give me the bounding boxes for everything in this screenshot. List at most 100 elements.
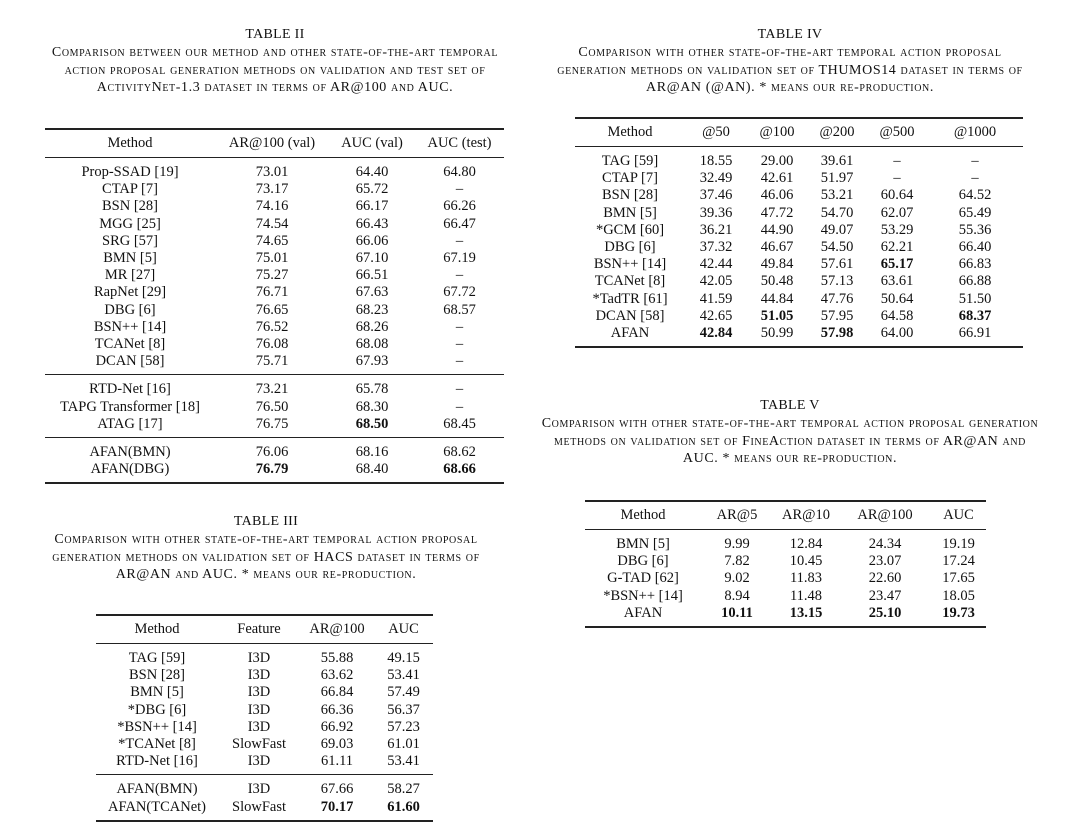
value-cell: 12.84 (789, 536, 823, 552)
table-caption: Comparison with other state-of-the-art t… (52, 532, 480, 582)
value-cell: 61.01 (387, 736, 420, 753)
value-cell: 23.47 (868, 587, 902, 604)
value-cell: 66.36 (320, 701, 354, 718)
column-header: AR@100 (val) (228, 134, 316, 151)
value-cell: 53.29 (880, 221, 914, 238)
value-cell: 8.94 (724, 587, 750, 604)
value-cell: 57.61 (820, 256, 854, 273)
value-cell: 46.67 (760, 239, 794, 256)
value-cell: – (455, 232, 464, 249)
table-row: TAG [59] I3D 55.88 49.15 (96, 644, 433, 668)
table-row: RTD-Net [16] 73.21 65.78 – (45, 375, 504, 399)
method-cell: RTD-Net [16] (89, 381, 171, 398)
header-row: Method @50 @100 @200 @500 @1000 (575, 118, 1023, 147)
method-cell: AFAN(TCANet) (108, 798, 206, 815)
method-cell: SRG [57] (102, 232, 158, 249)
value-cell: 68.62 (443, 444, 476, 461)
value-cell: 62.21 (880, 239, 914, 256)
value-cell: 37.32 (699, 239, 733, 256)
value-cell: 49.84 (760, 256, 794, 273)
method-cell: AFAN(BMN) (116, 781, 198, 798)
method-cell: RapNet [29] (93, 284, 167, 301)
value-cell: 37.46 (699, 187, 733, 204)
value-cell: 18.05 (942, 587, 975, 604)
value-cell: 41.59 (699, 290, 733, 307)
column-header: AR@100 (309, 620, 365, 637)
value-cell: 66.43 (355, 215, 389, 232)
table-row: TCANet [8] 42.05 50.48 57.13 63.61 66.88 (575, 273, 1023, 290)
value-cell: 53.41 (387, 753, 420, 770)
table-4: Method @50 @100 @200 @500 @1000 TAG [59] 18.55 2… (575, 117, 1023, 349)
value-cell: I3D (247, 753, 271, 770)
method-cell: *TadTR [61] (592, 290, 668, 307)
column-header: AUC (943, 506, 974, 523)
table-caption: Comparison with other state-of-the-art t… (541, 416, 1039, 466)
table-row: BMN [5] 39.36 47.72 54.70 62.07 65.49 (575, 205, 1023, 222)
table-row: SRG [57] 74.65 66.06 – (45, 233, 504, 250)
value-cell: 66.51 (355, 267, 389, 284)
row-group: AFAN(BMN) I3D 67.66 58.27 AFAN(TCANet) SlowFa… (96, 774, 433, 821)
method-cell: TAPG Transformer [18] (60, 398, 200, 415)
column-header: AUC (388, 620, 419, 637)
method-cell: BSN [28] (102, 198, 158, 215)
value-cell: – (455, 318, 464, 335)
value-cell: 67.63 (355, 284, 389, 301)
method-cell: DCAN [58] (95, 353, 165, 370)
column-header: AR@5 (716, 506, 758, 523)
table-3: Method Feature AR@100 AUC TAG [59] I3D 55.88 49… (96, 614, 433, 822)
value-cell: 61.11 (320, 753, 354, 770)
table-row: DCAN [58] 42.65 51.05 57.95 64.58 68.37 (575, 308, 1023, 325)
value-cell: 65.17 (880, 256, 914, 273)
table-4-block: TABLE IV Comparison with other state-of-… (538, 26, 1042, 97)
table-title: TABLE II (245, 27, 305, 42)
value-cell: – (971, 153, 979, 169)
method-cell: DCAN [58] (595, 307, 665, 324)
value-cell: 68.40 (355, 461, 389, 478)
value-cell: 57.95 (820, 307, 854, 324)
column-header: AUC (test) (427, 134, 492, 151)
value-cell: 63.61 (880, 273, 914, 290)
table-row: *BSN++ [14] 8.94 11.48 23.47 18.05 (585, 588, 986, 605)
value-cell: I3D (247, 684, 271, 701)
value-cell: 57.49 (387, 684, 420, 701)
row-group: RTD-Net [16] 73.21 65.78– TAPG Transformer … (45, 374, 504, 438)
method-cell: BSN [28] (129, 667, 185, 684)
value-cell: 64.58 (880, 307, 914, 324)
value-cell: 66.83 (958, 256, 992, 273)
value-cell: 49.07 (820, 221, 854, 238)
table-caption: Comparison with other state-of-the-art t… (557, 45, 1023, 95)
value-cell: 50.48 (760, 273, 794, 290)
method-cell: BSN++ [14] (93, 318, 167, 335)
value-cell: 76.08 (255, 336, 289, 353)
table-row: BSN [28] 74.16 66.17 66.26 (45, 198, 504, 215)
method-cell: AFAN(DBG) (90, 461, 170, 478)
table-row: *TadTR [61] 41.59 44.84 47.76 50.64 51.50 (575, 291, 1023, 308)
method-cell: BMN [5] (616, 536, 670, 552)
value-cell: 74.65 (255, 232, 289, 249)
value-cell: 68.57 (443, 301, 476, 318)
value-cell: 73.21 (255, 381, 289, 398)
method-cell: Prop-SSAD [19] (81, 164, 179, 180)
value-cell: 65.49 (958, 204, 992, 221)
row-group: TAG [59] I3D 55.88 49.15 BSN [28] I3D 63.62 53.… (96, 644, 433, 775)
table-row: BSN++ [14] 42.44 49.84 57.61 65.17 66.83 (575, 256, 1023, 273)
value-cell: 64.80 (443, 164, 476, 180)
value-cell: 67.66 (320, 781, 354, 798)
value-cell: 24.34 (868, 536, 902, 552)
value-cell: – (455, 353, 464, 370)
value-cell: 67.93 (355, 353, 389, 370)
column-header: Method (607, 123, 653, 140)
value-cell: 17.65 (942, 570, 975, 587)
value-cell: 51.05 (760, 307, 794, 324)
value-cell: SlowFast (232, 798, 286, 815)
value-cell: 11.83 (789, 570, 823, 587)
value-cell: 42.05 (699, 273, 733, 290)
value-cell: 39.36 (699, 204, 733, 221)
table-row: *BSN++ [14] I3D 66.92 57.23 (96, 719, 433, 736)
value-cell: I3D (247, 718, 271, 735)
row-group: Prop-SSAD [19] 73.01 64.40 64.80 CTAP [7] 73.… (45, 158, 504, 375)
table-row: DCAN [58] 75.71 67.93 – (45, 353, 504, 375)
value-cell: – (455, 181, 464, 198)
row-group: TAG [59] 18.55 29.00 39.61– – CTAP [7] 32.49 42… (575, 147, 1023, 348)
method-cell: DBG [6] (104, 301, 156, 318)
